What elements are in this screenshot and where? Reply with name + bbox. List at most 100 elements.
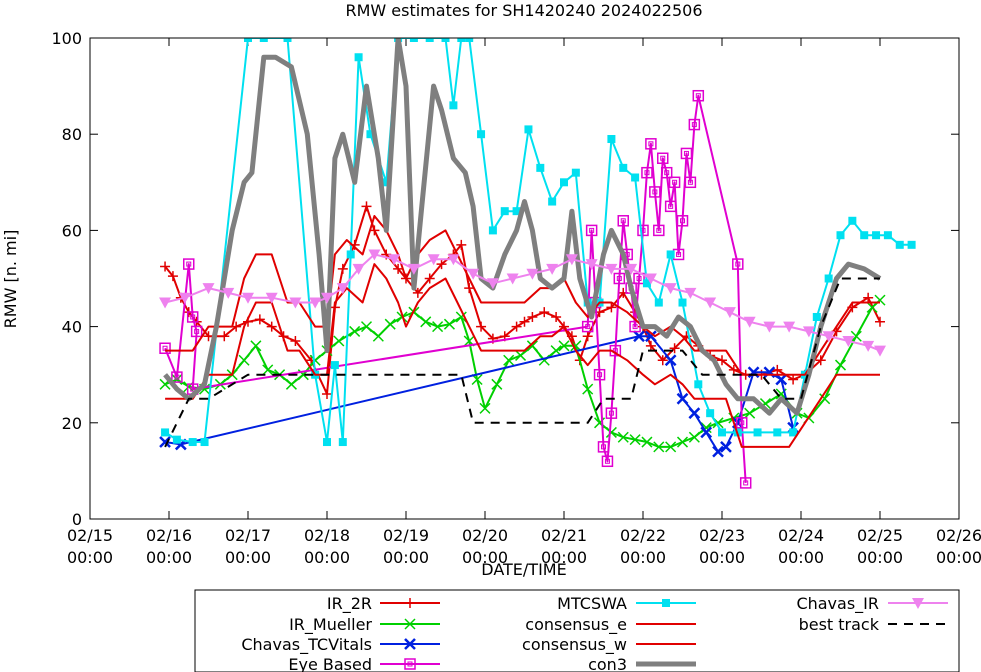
data-point — [425, 38, 434, 42]
x-tick-time: 00:00 — [778, 548, 824, 567]
data-point — [581, 320, 594, 333]
x-tick-date: 02/26 — [936, 526, 981, 545]
legend-label: best track — [799, 615, 880, 634]
x-tick-time: 00:00 — [462, 548, 508, 567]
data-point — [349, 325, 361, 337]
data-point — [188, 438, 197, 447]
data-point — [676, 392, 689, 405]
x-tick-date: 02/20 — [462, 526, 508, 545]
data-point — [511, 321, 522, 332]
legend-marker — [404, 658, 416, 670]
data-point-inner — [597, 372, 603, 378]
data-point — [907, 240, 916, 249]
data-point — [346, 250, 355, 259]
data-point — [606, 302, 617, 313]
data-point — [366, 130, 375, 139]
data-point — [436, 259, 447, 270]
data-point — [664, 283, 677, 295]
plot-frame — [89, 37, 960, 520]
data-point — [441, 38, 450, 42]
data-point — [649, 186, 661, 198]
series-line — [165, 263, 880, 448]
y-tick-label: 60 — [62, 221, 82, 240]
data-point — [717, 355, 727, 366]
data-point — [863, 292, 874, 303]
data-point — [262, 364, 274, 376]
data-point — [772, 364, 783, 375]
data-point — [519, 316, 530, 327]
data-point — [238, 354, 250, 366]
data-point — [526, 340, 538, 352]
data-point — [388, 254, 401, 266]
data-point — [633, 330, 645, 343]
data-point — [585, 224, 598, 237]
data-point — [527, 311, 538, 322]
data-point — [653, 224, 665, 237]
data-point-inner — [162, 345, 168, 351]
legend-entry: con3 — [588, 655, 696, 672]
data-point — [457, 38, 466, 42]
x-tick-time: 00:00 — [304, 548, 350, 567]
data-point — [688, 118, 701, 131]
data-point — [700, 422, 712, 434]
chart-title: RMW estimates for SH1420240 2024022506 — [345, 1, 702, 20]
data-point — [172, 435, 181, 444]
data-point — [712, 445, 724, 458]
data-point — [676, 436, 689, 448]
data-point-inner — [687, 179, 693, 185]
data-point-inner — [691, 122, 697, 128]
data-point — [720, 440, 732, 453]
data-point — [265, 292, 278, 304]
data-point — [743, 316, 756, 328]
series-line — [164, 205, 881, 395]
data-point — [551, 311, 562, 322]
data-point — [657, 152, 669, 164]
legend-label: Eye Based — [288, 655, 372, 672]
data-point-inner — [589, 227, 595, 233]
data-point — [456, 239, 467, 250]
data-point — [309, 297, 322, 309]
data-point-inner — [656, 227, 662, 233]
data-point — [736, 417, 748, 429]
data-point — [850, 330, 862, 342]
data-point — [183, 258, 195, 270]
data-point — [775, 373, 788, 386]
y-tick-label: 40 — [62, 318, 82, 337]
data-point — [613, 272, 626, 285]
data-point — [812, 312, 821, 321]
data-point — [424, 273, 435, 284]
data-point — [338, 438, 347, 447]
data-point-inner — [735, 261, 741, 267]
data-point — [323, 438, 331, 447]
data-point — [560, 178, 568, 187]
x-tick-time: 00:00 — [225, 548, 271, 567]
data-point — [872, 231, 881, 240]
y-tick-label: 100 — [51, 29, 82, 48]
data-point — [653, 441, 665, 453]
data-point-inner — [683, 150, 689, 156]
data-point — [822, 331, 835, 343]
data-point — [824, 274, 833, 283]
x-tick-date: 02/25 — [857, 526, 903, 545]
data-point — [352, 263, 365, 275]
data-point — [645, 330, 657, 343]
data-point — [447, 254, 460, 266]
series-con3 — [163, 38, 882, 416]
data-point — [465, 38, 474, 42]
data-point — [382, 178, 391, 187]
data-point — [629, 434, 641, 446]
data-point — [688, 407, 701, 420]
data-point — [700, 426, 713, 439]
data-point — [617, 431, 629, 443]
data-point — [773, 428, 782, 437]
data-point — [605, 263, 618, 275]
data-point — [420, 316, 432, 328]
data-point-inner — [174, 374, 180, 380]
data-point — [360, 321, 373, 333]
data-point — [476, 321, 487, 332]
data-point-inner — [668, 203, 674, 209]
x-tick-time: 00:00 — [857, 548, 903, 567]
data-point — [321, 292, 333, 304]
data-point — [565, 254, 578, 266]
